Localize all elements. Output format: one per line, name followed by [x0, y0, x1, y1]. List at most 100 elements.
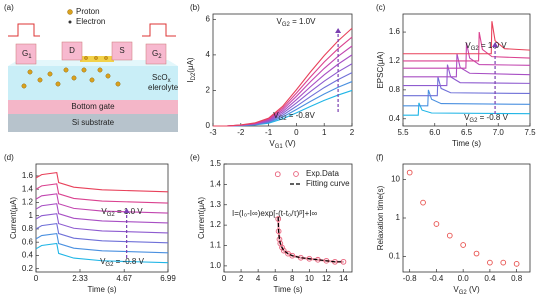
- data-point: [446, 232, 453, 239]
- text-part: V: [273, 111, 279, 120]
- text-part: (μA): [186, 57, 195, 73]
- source-label: S: [119, 46, 124, 55]
- data-point: [513, 261, 520, 267]
- panel-label: (a): [4, 3, 14, 12]
- x-tick-label: -0.8: [403, 274, 417, 283]
- x-axis-label: VG2 (V): [453, 285, 480, 295]
- arrow-head: [492, 42, 499, 47]
- data-point: [433, 221, 440, 227]
- data-point: [460, 242, 467, 248]
- text-part: G: [152, 49, 158, 58]
- proton-icon: [67, 9, 73, 15]
- y-axis-label: EPSC(μA): [376, 51, 385, 88]
- panel-label: (f): [376, 153, 384, 162]
- data-line: [35, 242, 169, 264]
- x-tick-label: 2.33: [72, 274, 88, 283]
- y-tick-label: 1.4: [22, 184, 34, 193]
- x-tick-label: 8: [290, 274, 295, 283]
- data-line: [35, 223, 169, 244]
- x-tick-label: 2: [239, 274, 244, 283]
- data-line: [35, 193, 169, 214]
- x-tick-label: -3: [209, 128, 217, 137]
- drain-label: D: [69, 46, 75, 55]
- electrolyte-label: ScOx: [152, 73, 171, 83]
- x-tick-label: 7.0: [493, 128, 505, 137]
- y-tick-label: 1.2: [22, 198, 34, 207]
- data-point: [487, 259, 493, 266]
- x-tick-label: 2: [350, 128, 355, 137]
- text-part: ScO: [152, 73, 168, 82]
- text-part: (V): [283, 139, 296, 148]
- data-point: [406, 169, 413, 176]
- text-part: = -0.8 V: [113, 257, 144, 266]
- pulse: [142, 23, 176, 37]
- source: [111, 41, 133, 61]
- panel-label: (e): [190, 153, 200, 162]
- x-axis-label: Time (s): [273, 285, 302, 294]
- y-tick-label: 0.1: [389, 252, 401, 261]
- plot-frame: [223, 163, 353, 273]
- data-line: [403, 89, 531, 107]
- x-tick-label: 12: [322, 274, 331, 283]
- text-part: V: [464, 113, 470, 122]
- x-tick-label: 0: [222, 274, 227, 283]
- annotation: I=(I₀-I∞)exp[-(t-t₀/τ)ᵝ]+I∞: [232, 209, 317, 218]
- x-tick-label: 14: [339, 274, 348, 283]
- legend-label: Fitting curve: [306, 179, 350, 188]
- x-tick-label: 0.0: [458, 274, 470, 283]
- y-tick-label: 1.0: [210, 261, 222, 270]
- legend-marker: [293, 171, 299, 177]
- x-tick-label: 10: [305, 274, 314, 283]
- x-tick-label: 6: [273, 274, 278, 283]
- x-tick-label: 1: [322, 128, 327, 137]
- bottom-gate-label: Bottom gate: [71, 102, 115, 111]
- arrow-head: [335, 28, 342, 33]
- text-part: G2: [279, 116, 288, 122]
- text-part: I: [186, 80, 195, 82]
- text-part: V: [100, 257, 106, 266]
- text-part: x: [168, 78, 171, 84]
- plot-frame: [212, 13, 353, 127]
- text-part: = -0.8V: [287, 111, 316, 120]
- x-tick-label: 5.5: [397, 128, 409, 137]
- text-part: 1: [28, 54, 32, 60]
- fit-underlay: [277, 216, 344, 263]
- y-axis-label: ID2(μA): [186, 57, 196, 83]
- x-axis-label: VG1 (V): [269, 139, 296, 149]
- gate-label: G2: [152, 49, 162, 59]
- text-part: D2: [191, 72, 197, 80]
- text-part: = -0.8 V: [477, 113, 508, 122]
- x-tick-label: 4.67: [116, 274, 132, 283]
- annotation: VG2 = -0.8 V: [464, 113, 508, 123]
- bottom-gate: [8, 100, 178, 114]
- data-line: [35, 232, 169, 254]
- x-tick-label: -1: [265, 128, 273, 137]
- y-tick-label: 1.2: [389, 56, 401, 65]
- y-tick-label: 1.5: [210, 159, 222, 168]
- y-tick-label: 1.6: [22, 171, 34, 180]
- text-part: G2: [107, 212, 116, 218]
- panel-label: (c): [376, 3, 386, 12]
- data-line: [213, 36, 353, 127]
- y-tick-label: 2: [206, 86, 211, 95]
- data-line: [35, 171, 169, 193]
- annotation: VG2 = 1.0 V: [101, 207, 143, 217]
- annotation: VG2 = -0.8 V: [100, 257, 144, 267]
- data-line: [403, 64, 531, 87]
- text-part: G2: [459, 290, 468, 296]
- text-part: (V): [467, 285, 480, 294]
- substrate: [8, 114, 178, 132]
- gate-2: [145, 43, 167, 65]
- text-part: V: [269, 139, 275, 148]
- drain: [61, 41, 83, 61]
- data-line: [277, 216, 344, 263]
- y-tick-label: 1.2: [210, 220, 222, 229]
- data-line: [403, 42, 531, 69]
- data-line: [213, 27, 353, 127]
- text-part: G2: [105, 262, 114, 268]
- protons: [21, 56, 121, 89]
- text-part: V: [277, 17, 283, 26]
- plot-frame: [402, 163, 531, 273]
- data-point: [280, 247, 287, 254]
